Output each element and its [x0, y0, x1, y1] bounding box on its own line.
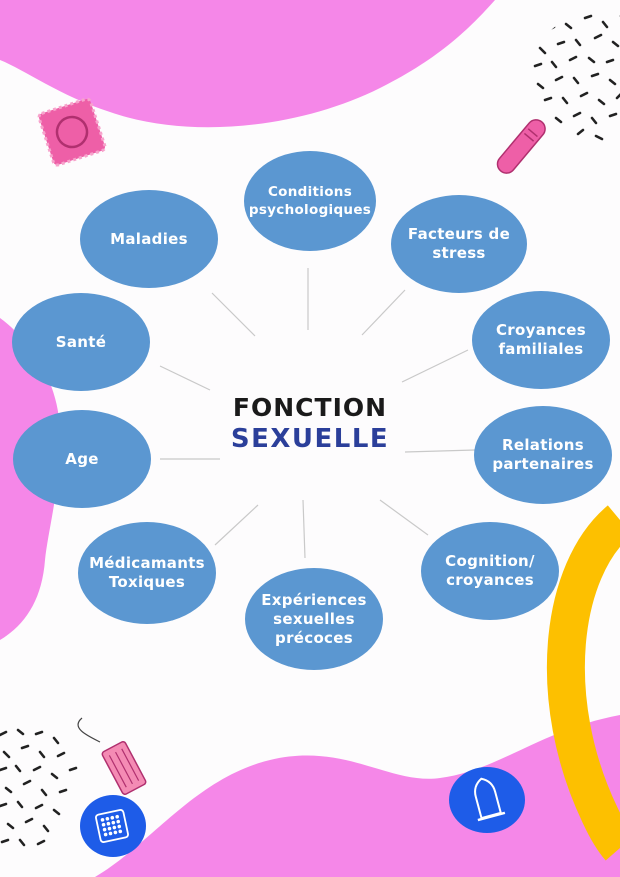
center-title-line1: FONCTION — [232, 393, 388, 422]
node-age: Age — [13, 410, 151, 508]
connector-cognition — [379, 499, 429, 536]
node-label: Conditions psychologiques — [248, 184, 372, 218]
node-label: Cognition/ croyances — [445, 552, 535, 589]
node-experiences-sexuelles-precoces: Expériences sexuelles précoces — [245, 568, 383, 670]
pill-pack-icon — [80, 795, 146, 857]
connector-relations — [404, 449, 476, 453]
node-sante: Santé — [12, 293, 150, 391]
connector-croyances-familiales — [401, 349, 469, 383]
condom-wrapper-icon — [37, 97, 107, 167]
bottom-pink-blob — [95, 715, 620, 877]
connector-stress — [361, 289, 406, 336]
node-label: Facteurs de stress — [407, 225, 511, 262]
connector-maladies — [211, 292, 256, 337]
node-croyances-familiales: Croyances familiales — [472, 291, 610, 389]
connector-sante — [159, 365, 211, 391]
node-facteurs-de-stress: Facteurs de stress — [391, 195, 527, 293]
node-label: Santé — [55, 332, 107, 351]
node-label: Expériences sexuelles précoces — [261, 590, 367, 647]
connector-experiences — [302, 499, 306, 559]
node-conditions-psychologiques: Conditions psychologiques — [244, 151, 376, 251]
node-relations-partenaires: Relations partenaires — [474, 406, 612, 504]
node-label: Age — [65, 449, 99, 468]
sanitary-pad-icon — [77, 717, 147, 795]
node-label: Médicamants Toxiques — [89, 554, 205, 591]
top-pink-blob — [0, 0, 495, 128]
speckle-dots-top-right — [533, 12, 620, 141]
condom-icon — [449, 767, 525, 833]
yellow-arc — [546, 505, 620, 861]
node-medicamants-toxiques: Médicamants Toxiques — [78, 522, 216, 624]
node-label: Relations partenaires — [492, 436, 594, 473]
central-title: FONCTION SEXUELLE — [205, 393, 415, 454]
node-maladies: Maladies — [80, 190, 218, 288]
connector-medicaments — [214, 504, 259, 546]
speckle-dots-bottom-left — [0, 728, 78, 847]
node-cognition-croyances: Cognition/ croyances — [421, 522, 559, 620]
node-label: Maladies — [110, 229, 188, 248]
connector-lines — [159, 268, 476, 559]
node-label: Croyances familiales — [496, 321, 586, 358]
center-title-line2: SEXUELLE — [230, 424, 390, 454]
tampon-icon — [496, 119, 546, 174]
